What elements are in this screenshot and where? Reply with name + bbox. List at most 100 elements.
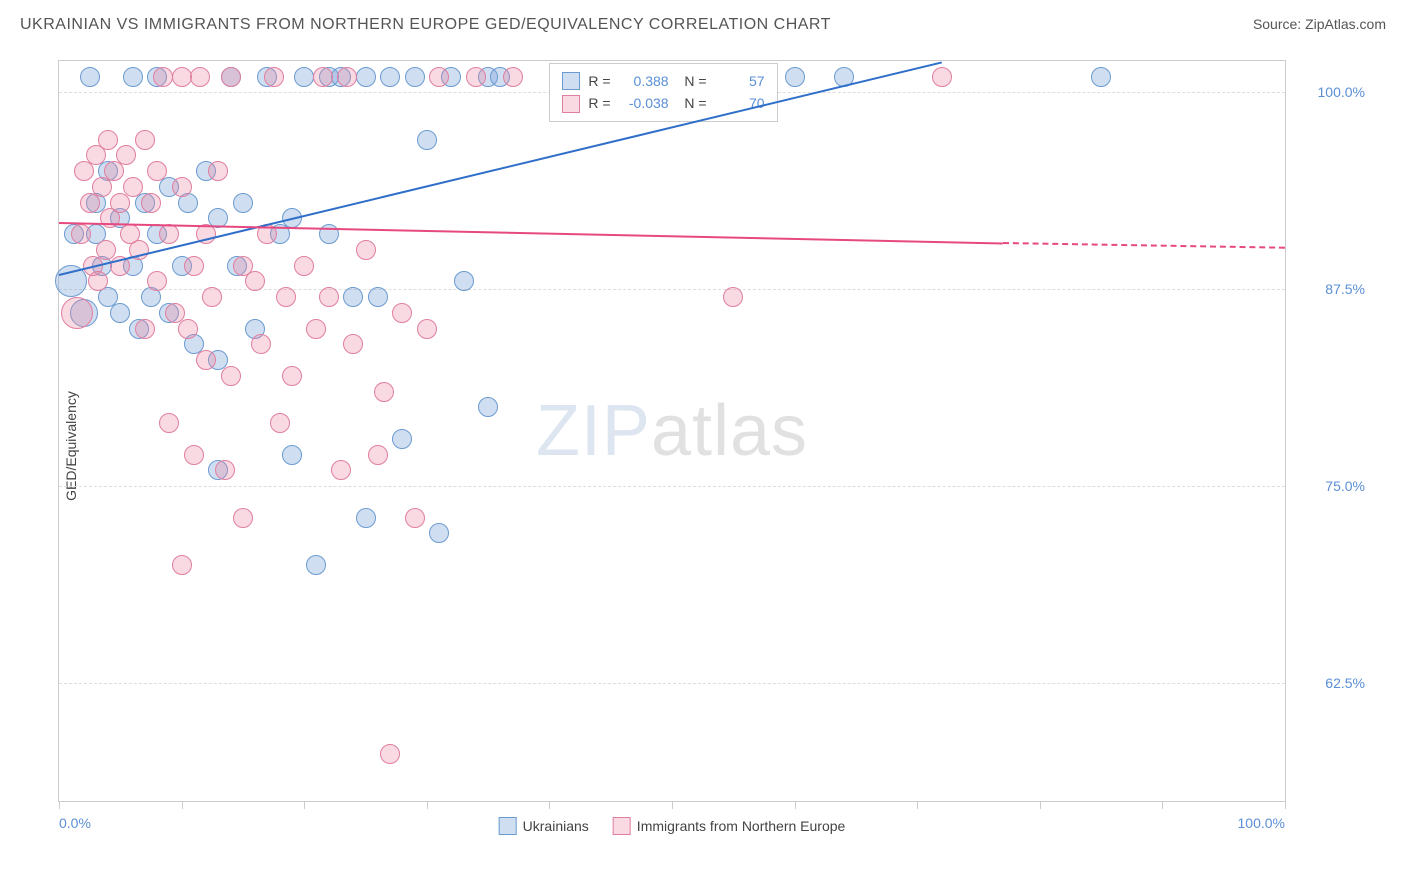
data-point [147,161,167,181]
legend-swatch-icon [562,72,580,90]
data-point [98,130,118,150]
data-point [135,319,155,339]
data-point [319,287,339,307]
legend-item-immigrants: Immigrants from Northern Europe [613,817,846,835]
x-tick [427,801,428,809]
data-point [123,177,143,197]
data-point [392,303,412,323]
data-point [178,319,198,339]
stats-legend: R =0.388 N =57R =-0.038 N =70 [549,63,777,122]
data-point [153,67,173,87]
gridline [59,683,1285,684]
gridline [59,289,1285,290]
data-point [294,256,314,276]
x-tick [1162,801,1163,809]
data-point [417,319,437,339]
data-point [96,240,116,260]
data-point [135,130,155,150]
y-tick-label: 62.5% [1295,675,1365,691]
data-point [233,508,253,528]
data-point [159,224,179,244]
stats-legend-row: R =0.388 N =57 [562,70,764,92]
chart-title: UKRAINIAN VS IMMIGRANTS FROM NORTHERN EU… [20,16,831,34]
trend-line [1003,242,1285,249]
data-point [306,319,326,339]
data-point [429,67,449,87]
x-axis-max-label: 100.0% [1238,815,1285,831]
plot-area: ZIPatlas 0.0% 100.0% Ukrainians Immigran… [58,60,1286,802]
data-point [405,508,425,528]
data-point [270,413,290,433]
data-point [123,67,143,87]
data-point [61,297,93,329]
legend-swatch-icon [613,817,631,835]
data-point [116,145,136,165]
data-point [380,67,400,87]
data-point [374,382,394,402]
data-point [368,287,388,307]
data-point [368,445,388,465]
x-tick [917,801,918,809]
data-point [503,67,523,87]
y-tick-label: 100.0% [1295,84,1365,100]
data-point [932,67,952,87]
x-axis-min-label: 0.0% [59,815,91,831]
data-point [172,177,192,197]
x-tick [1040,801,1041,809]
data-point [356,240,376,260]
data-point [478,397,498,417]
series-legend: Ukrainians Immigrants from Northern Euro… [499,817,846,835]
data-point [264,67,284,87]
data-point [172,555,192,575]
data-point [110,303,130,323]
data-point [184,445,204,465]
legend-item-ukrainians: Ukrainians [499,817,589,835]
data-point [343,334,363,354]
data-point [208,161,228,181]
data-point [141,193,161,213]
data-point [723,287,743,307]
watermark: ZIPatlas [536,390,808,472]
data-point [88,271,108,291]
data-point [405,67,425,87]
legend-swatch-icon [562,95,580,113]
data-point [337,67,357,87]
x-tick [1285,801,1286,809]
source-label: Source: ZipAtlas.com [1253,16,1386,32]
data-point [429,523,449,543]
data-point [380,744,400,764]
gridline [59,486,1285,487]
data-point [159,413,179,433]
data-point [466,67,486,87]
data-point [306,555,326,575]
data-point [331,460,351,480]
data-point [276,287,296,307]
data-point [1091,67,1111,87]
data-point [313,67,333,87]
data-point [202,287,222,307]
data-point [215,460,235,480]
data-point [282,366,302,386]
x-tick [59,801,60,809]
data-point [196,350,216,370]
data-point [80,67,100,87]
data-point [392,429,412,449]
y-tick-label: 75.0% [1295,478,1365,494]
data-point [184,256,204,276]
legend-swatch-icon [499,817,517,835]
chart-container: GED/Equivalency ZIPatlas 0.0% 100.0% Ukr… [50,60,1386,832]
x-tick [304,801,305,809]
data-point [356,67,376,87]
data-point [147,271,167,291]
data-point [454,271,474,291]
data-point [785,67,805,87]
y-tick-label: 87.5% [1295,281,1365,297]
x-tick [795,801,796,809]
data-point [221,67,241,87]
x-tick [182,801,183,809]
data-point [172,67,192,87]
data-point [417,130,437,150]
data-point [282,445,302,465]
data-point [245,271,265,291]
x-tick [672,801,673,809]
